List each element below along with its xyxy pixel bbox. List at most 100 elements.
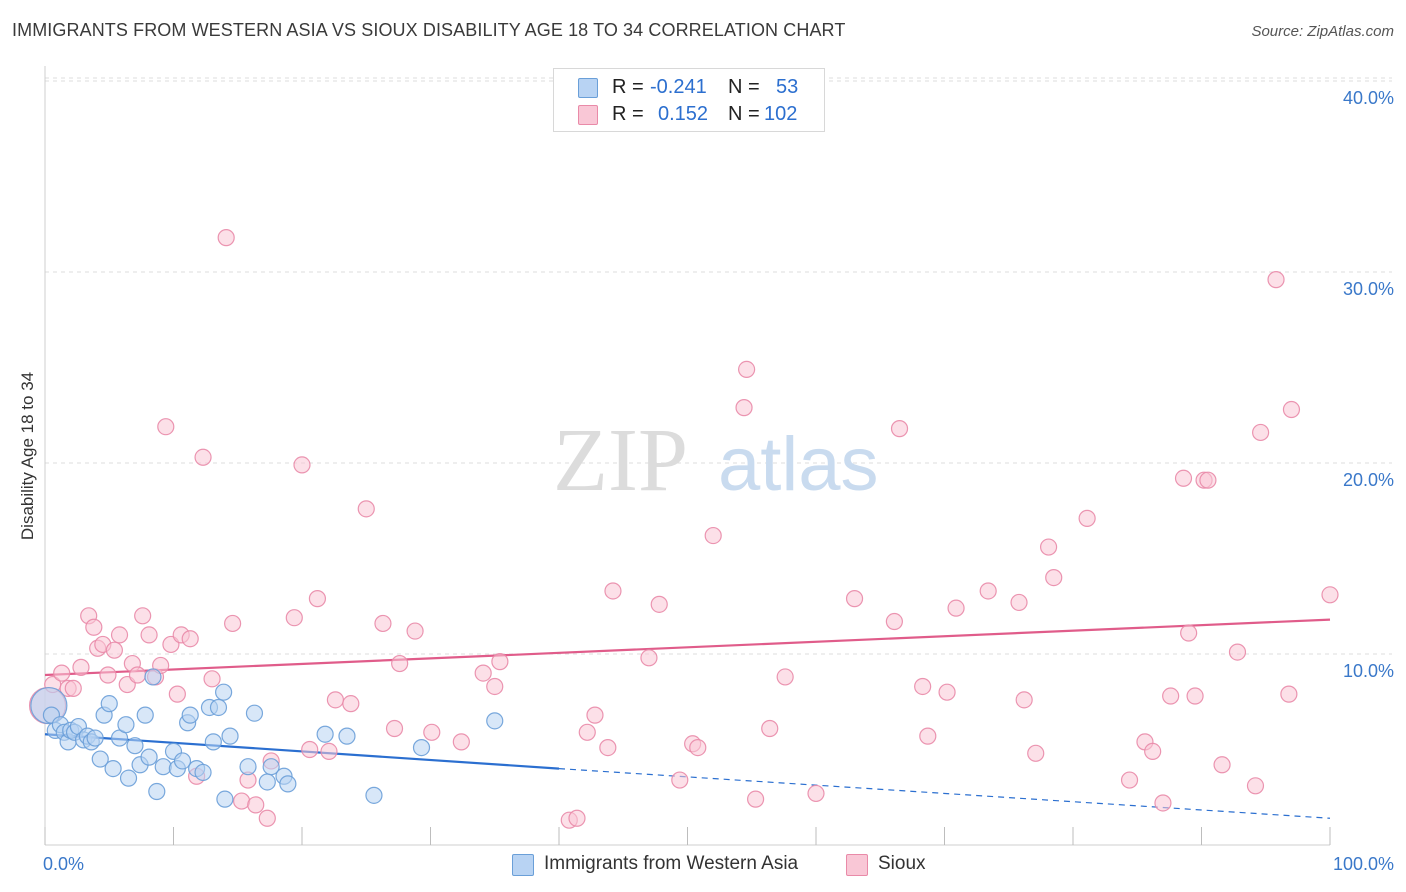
point-western-asia <box>221 727 239 745</box>
point-sioux <box>650 595 668 613</box>
point-sioux <box>85 618 103 636</box>
point-sioux <box>301 740 319 759</box>
point-sioux <box>747 790 765 808</box>
n-value: 102 <box>764 103 798 125</box>
point-western-asia <box>104 759 122 778</box>
point-western-asia <box>126 737 144 755</box>
point-sioux <box>293 456 311 474</box>
point-sioux <box>1027 744 1045 762</box>
point-sioux <box>640 649 658 667</box>
point-sioux <box>599 738 617 757</box>
point-western-asia <box>209 698 228 717</box>
point-sioux <box>285 609 303 627</box>
point-western-asia <box>86 729 104 747</box>
legend-label: Immigrants from Western Asia <box>544 853 799 874</box>
point-sioux <box>357 500 375 518</box>
point-sioux <box>1162 687 1180 705</box>
point-sioux <box>1282 400 1301 419</box>
point-western-asia <box>215 683 233 701</box>
point-western-asia <box>245 704 264 722</box>
point-sioux <box>406 622 424 640</box>
point-western-asia <box>136 706 154 724</box>
point-sioux <box>1010 593 1028 612</box>
point-western-asia <box>486 712 504 730</box>
grid-lines <box>45 77 1392 655</box>
point-sioux <box>1213 756 1231 774</box>
watermark: ZIP atlas <box>553 411 879 510</box>
pink-swatch <box>846 854 868 876</box>
trend-line-sioux <box>44 618 1331 677</box>
point-western-asia <box>148 782 166 801</box>
point-western-asia <box>117 716 135 734</box>
chart-title: IMMIGRANTS FROM WESTERN ASIA VS SIOUX DI… <box>12 20 846 40</box>
point-sioux <box>385 719 404 738</box>
point-sioux <box>1246 777 1265 795</box>
point-sioux <box>890 420 909 438</box>
n-value: 53 <box>776 76 799 98</box>
point-sioux <box>761 719 779 738</box>
point-sioux <box>1267 271 1285 289</box>
point-sioux <box>491 653 509 671</box>
point-sioux <box>807 784 825 803</box>
point-sioux <box>776 668 794 686</box>
point-sioux <box>99 666 117 684</box>
point-sioux <box>604 582 622 600</box>
point-sioux <box>1180 624 1198 642</box>
point-sioux <box>979 582 997 600</box>
point-sioux <box>845 590 864 608</box>
blue-swatch <box>512 854 534 876</box>
point-sioux <box>452 733 470 751</box>
point-western-asia <box>204 733 222 751</box>
blue-swatch <box>578 78 598 98</box>
point-sioux <box>140 626 158 644</box>
point-sioux <box>1154 794 1172 812</box>
point-sioux <box>1199 471 1217 489</box>
point-sioux <box>1015 691 1033 709</box>
point-sioux <box>1039 538 1058 556</box>
y-axis-title: Disability Age 18 to 34 <box>18 372 37 540</box>
point-sioux <box>168 685 186 703</box>
point-sioux <box>128 666 147 684</box>
point-sioux <box>1120 771 1139 789</box>
point-western-asia <box>173 752 192 770</box>
point-western-asia <box>262 758 280 776</box>
point-western-asia <box>412 738 431 757</box>
point-sioux <box>105 641 123 659</box>
y-tick-label: 10.0% <box>1343 661 1394 681</box>
r-label: R = <box>612 76 644 98</box>
point-sioux <box>181 630 199 648</box>
point-sioux <box>1174 469 1193 487</box>
point-sioux <box>914 677 932 696</box>
point-sioux <box>1144 742 1162 761</box>
point-western-asia <box>91 750 109 768</box>
point-sioux <box>486 677 504 696</box>
pink-swatch <box>578 105 598 125</box>
point-western-asia <box>216 790 234 808</box>
point-sioux <box>374 614 392 633</box>
y-tick-label: 40.0% <box>1343 88 1394 108</box>
point-western-asia <box>239 758 257 776</box>
r-value: -0.241 <box>650 76 707 98</box>
source-credit: Source: ZipAtlas.com <box>1251 23 1394 40</box>
point-sioux <box>53 664 71 682</box>
point-sioux <box>1078 509 1096 527</box>
x-tick-label: 0.0% <box>43 854 84 874</box>
point-sioux <box>1228 643 1247 661</box>
point-sioux <box>578 723 596 741</box>
r-value: 0.152 <box>658 103 709 125</box>
stats-legend: R = -0.241 N = 53 R = 0.152 N = 102 <box>553 68 825 132</box>
point-sioux <box>258 809 276 827</box>
point-sioux <box>326 691 345 709</box>
point-western-asia <box>316 725 334 743</box>
point-sioux <box>885 612 903 631</box>
trend-line-western-asia-extrapolated <box>558 768 1331 819</box>
point-sioux <box>586 706 604 724</box>
point-western-asia <box>338 727 356 745</box>
point-western-asia <box>144 668 162 686</box>
legend-label: Sioux <box>878 853 926 874</box>
point-sioux <box>391 654 409 673</box>
point-western-asia <box>100 695 118 713</box>
point-sioux <box>423 723 441 741</box>
x-tick-label: 100.0% <box>1333 854 1394 874</box>
